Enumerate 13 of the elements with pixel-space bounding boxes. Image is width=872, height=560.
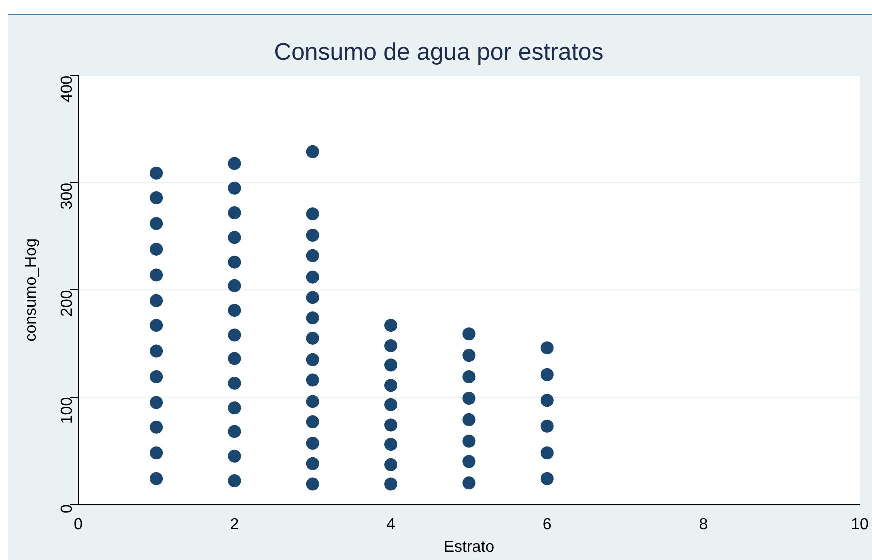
y-tick-label: 0 — [58, 504, 76, 514]
y-axis-title: consumo_Hog — [23, 238, 40, 342]
x-tick-label: 6 — [542, 516, 552, 534]
x-tick-label: 2 — [230, 516, 240, 534]
x-tick-label: 10 — [851, 516, 869, 534]
y-tick-label: 200 — [58, 290, 76, 317]
y-tick-label: 300 — [58, 182, 76, 210]
x-tick-label: 4 — [386, 516, 396, 534]
x-tick-label: 8 — [699, 516, 708, 534]
y-tick-label: 400 — [58, 76, 76, 103]
chart-title: Consumo de agua por estratos — [274, 39, 604, 66]
y-tick-label: 100 — [58, 397, 76, 424]
x-axis-title: Estrato — [444, 538, 495, 556]
